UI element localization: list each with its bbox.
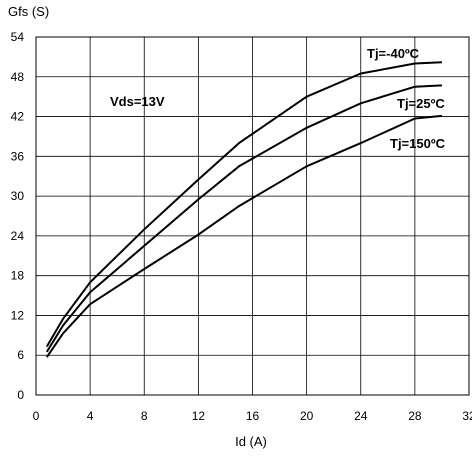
y-tick-label: 48 [11, 70, 25, 84]
x-tick-label: 16 [246, 409, 260, 423]
y-tick-label: 54 [11, 30, 25, 44]
y-tick-label: 18 [11, 269, 25, 283]
y-tick-label: 24 [11, 229, 25, 243]
series-label-1: Tj=-40ºC [367, 46, 420, 61]
x-tick-label: 20 [300, 409, 314, 423]
tick-labels: 048121620242832061218243036424854 [11, 30, 472, 423]
x-tick-label: 4 [87, 409, 94, 423]
x-tick-label: 8 [141, 409, 148, 423]
plot-frame [35, 36, 470, 396]
y-tick-label: 30 [11, 189, 25, 203]
y-tick-label: 36 [11, 149, 25, 163]
y-tick-label: 42 [11, 110, 25, 124]
grid [36, 37, 469, 395]
x-tick-label: 28 [408, 409, 422, 423]
x-tick-label: 0 [33, 409, 40, 423]
series-label-2: Tj=25ºC [397, 96, 445, 111]
y-tick-label: 0 [17, 388, 24, 402]
condition-annotation: Vds=13V [110, 94, 165, 109]
x-axis-label: Id (A) [235, 434, 267, 449]
y-axis-label: Gfs (S) [8, 4, 49, 19]
y-tick-label: 12 [11, 308, 25, 322]
x-tick-label: 12 [192, 409, 206, 423]
y-tick-label: 6 [17, 348, 24, 362]
series-lines [45, 61, 442, 358]
x-tick-label: 24 [354, 409, 368, 423]
series-label-3: Tj=150ºC [390, 136, 446, 151]
x-tick-label: 32 [462, 409, 472, 423]
series-line-3 [45, 114, 442, 358]
series-line-2 [45, 84, 442, 353]
series-line-1 [45, 61, 442, 348]
series-labels: Tj=-40ºC Tj=25ºC Tj=150ºC [367, 46, 446, 151]
